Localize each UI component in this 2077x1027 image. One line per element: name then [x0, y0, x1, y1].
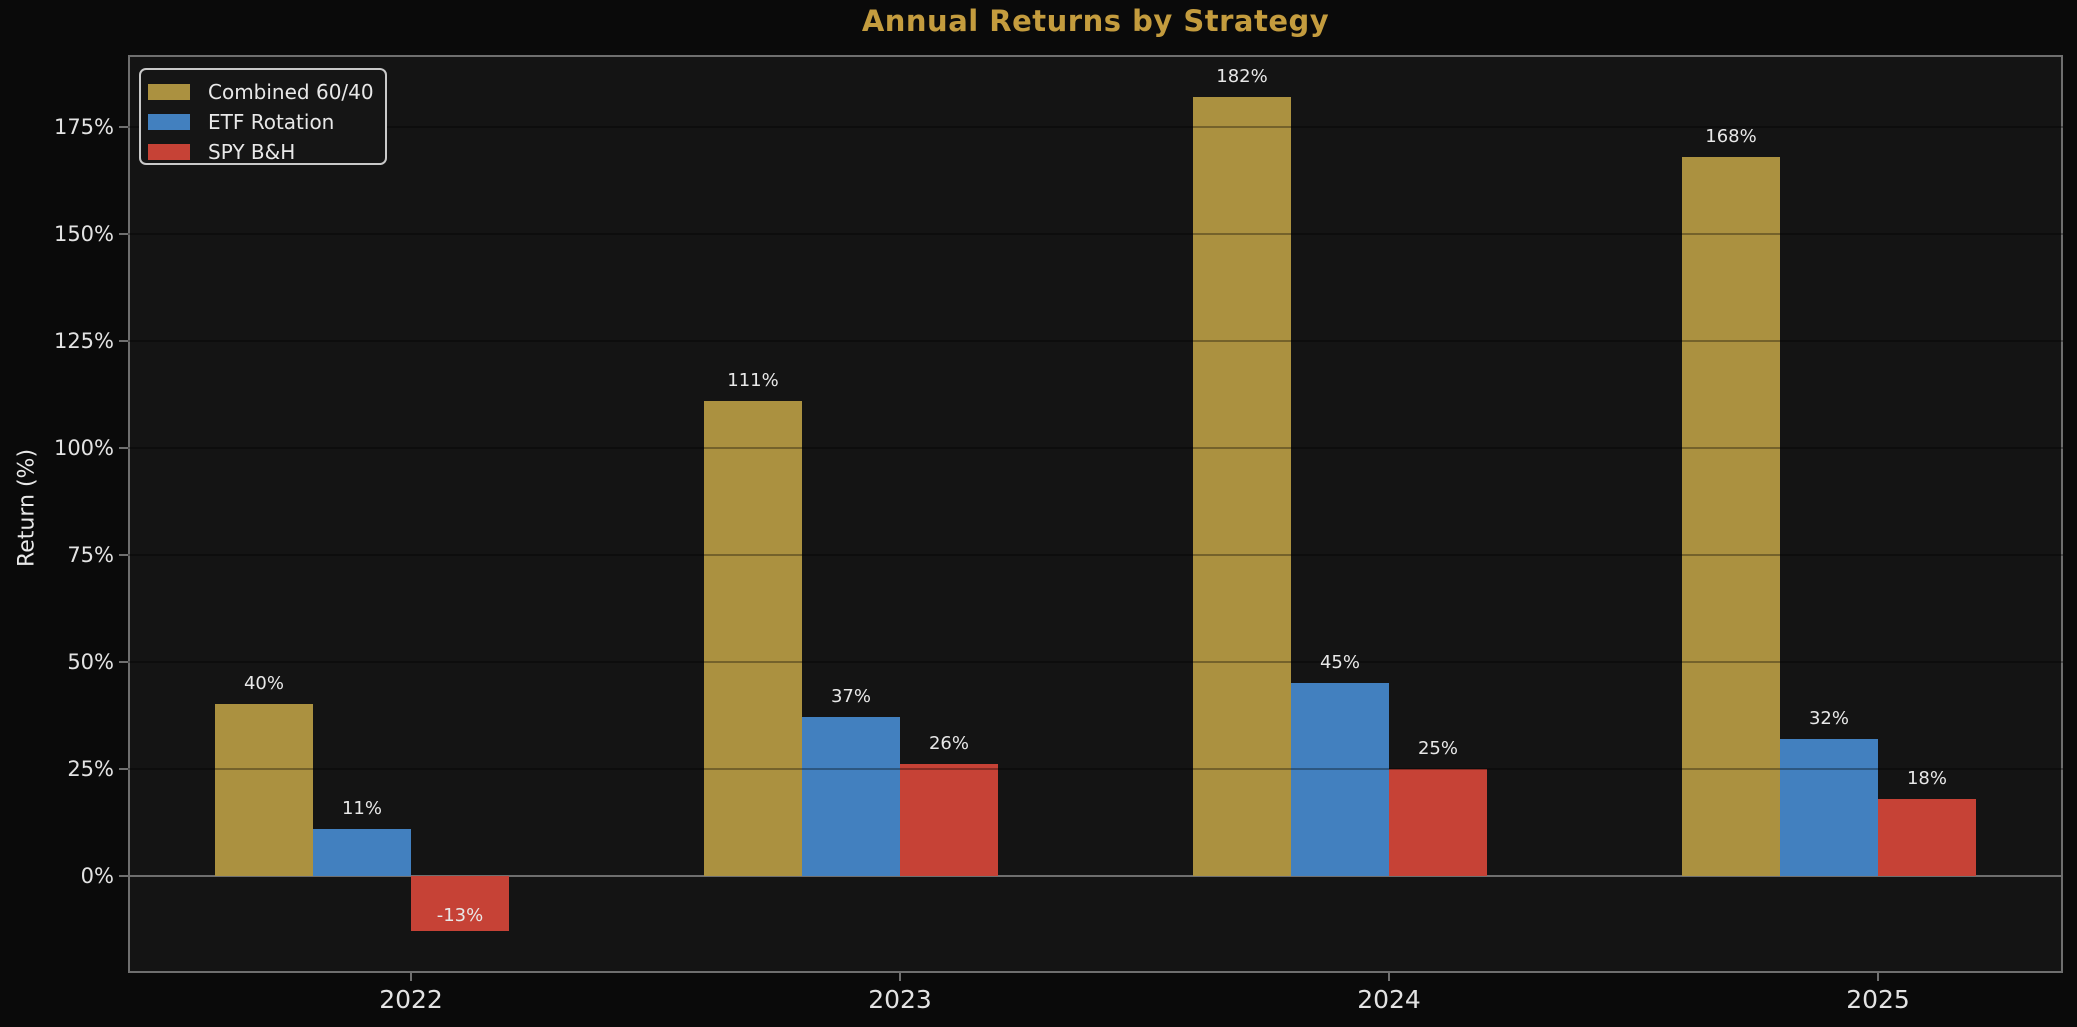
bar-value-label: 182%: [1216, 65, 1268, 87]
x-axis-tick-mark: [1877, 973, 1879, 981]
y-axis-tick-mark: [119, 232, 128, 235]
gridline: [128, 339, 2063, 342]
bar-value-label: 25%: [1417, 737, 1458, 759]
legend-swatch-icon: [148, 84, 190, 100]
gridline: [128, 767, 2063, 770]
bar-value-label: 40%: [243, 673, 284, 695]
y-tick-label: 50%: [67, 649, 114, 674]
bar-combined-60-40-2024: [1193, 96, 1291, 876]
bar-spy-b-h-2024: [1389, 768, 1487, 876]
zero-line: [128, 874, 2063, 877]
y-tick-label: 0%: [80, 863, 114, 888]
y-axis-tick-mark: [119, 874, 128, 877]
y-tick-label: 125%: [53, 328, 114, 353]
bar-value-label: 37%: [830, 686, 871, 708]
bar-value-label: 32%: [1808, 707, 1849, 729]
x-tick-label: 2024: [1357, 985, 1421, 1014]
bar-value-label: 18%: [1906, 767, 1947, 789]
y-tick-label: 75%: [67, 542, 114, 567]
legend-label: Combined 60/40: [208, 80, 374, 104]
x-tick-label: 2022: [379, 985, 443, 1014]
bar-value-label: 168%: [1705, 125, 1757, 147]
legend-item: SPY B&H: [148, 137, 385, 167]
y-tick-label: 150%: [53, 221, 114, 246]
x-tick-label: 2023: [868, 985, 932, 1014]
y-tick-label: 25%: [67, 756, 114, 781]
bar-spy-b-h-2022: [411, 875, 509, 932]
y-tick-label: 100%: [53, 435, 114, 460]
gridline: [128, 232, 2063, 235]
gridline: [128, 446, 2063, 449]
x-axis-tick-mark: [1388, 973, 1390, 981]
bar-spy-b-h-2023: [900, 764, 998, 876]
gridline: [128, 125, 2063, 128]
x-tick-label: 2025: [1846, 985, 1910, 1014]
legend-item: ETF Rotation: [148, 107, 385, 137]
y-axis-tick-mark: [119, 660, 128, 663]
bar-value-label: 45%: [1319, 652, 1360, 674]
legend-swatch-icon: [148, 144, 190, 160]
bar-spy-b-h-2025: [1878, 798, 1976, 876]
legend-label: ETF Rotation: [208, 110, 335, 134]
bar-etf-rotation-2023: [802, 717, 900, 876]
y-axis-tick-mark: [119, 767, 128, 770]
chart-title: Annual Returns by Strategy: [861, 4, 1330, 38]
y-axis-tick-mark: [119, 446, 128, 449]
bar-value-label: 111%: [727, 369, 779, 391]
y-axis-tick-mark: [119, 125, 128, 128]
legend-label: SPY B&H: [208, 140, 296, 164]
y-axis-tick-mark: [119, 339, 128, 342]
bar-value-label: 11%: [341, 797, 382, 819]
bar-etf-rotation-2022: [313, 828, 411, 876]
gridline: [128, 660, 2063, 663]
legend: Combined 60/40 ETF Rotation SPY B&H: [139, 68, 387, 165]
y-axis-tick-mark: [119, 553, 128, 556]
x-axis-tick-mark: [899, 973, 901, 981]
bar-combined-60-40-2022: [215, 704, 313, 876]
bar-value-label: -13%: [436, 905, 484, 927]
bar-combined-60-40-2023: [704, 400, 802, 876]
bar-etf-rotation-2024: [1291, 683, 1389, 876]
x-axis-tick-mark: [410, 973, 412, 981]
bar-etf-rotation-2025: [1780, 738, 1878, 876]
bar-combined-60-40-2025: [1682, 156, 1780, 876]
legend-item: Combined 60/40: [148, 77, 385, 107]
y-tick-label: 175%: [53, 114, 114, 139]
gridline: [128, 553, 2063, 556]
legend-swatch-icon: [148, 114, 190, 130]
bar-value-label: 26%: [928, 733, 969, 755]
